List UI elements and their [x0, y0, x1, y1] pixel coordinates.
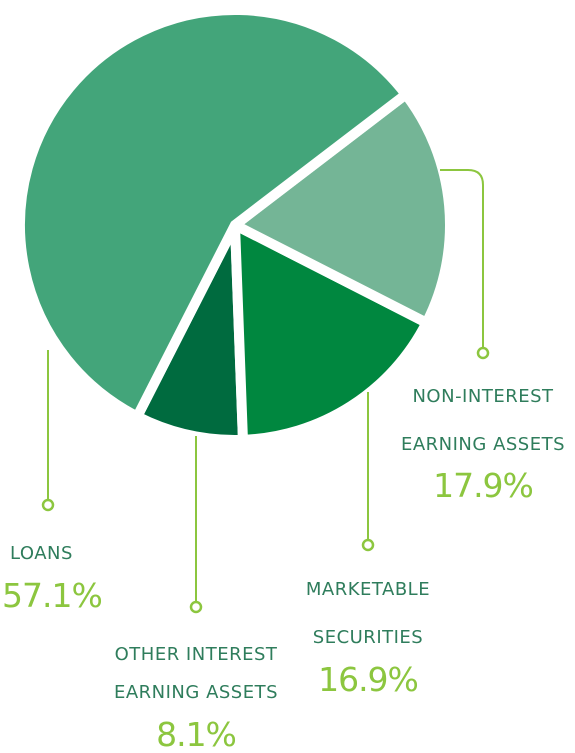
leader-dot: [189, 600, 203, 614]
leader-line: [440, 169, 484, 348]
slice-value-label: 57.1%: [2, 576, 103, 615]
leader-dot: [41, 498, 55, 512]
leader-dot: [361, 538, 375, 552]
slice-value-label: 17.9%: [433, 466, 534, 505]
slice-value-label: 8.1%: [156, 715, 237, 753]
leader-dot: [476, 346, 490, 360]
leader-dots: [41, 346, 490, 614]
pie-slice: [15, 5, 413, 424]
slice-label: OTHER INTEREST EARNING ASSETS: [113, 644, 279, 703]
pie-slice: [225, 87, 455, 330]
slice-value-label: 16.9%: [318, 660, 419, 699]
slice-label: MARKETABLE SECURITIES: [305, 579, 431, 648]
leader-lines: [47, 169, 484, 601]
slice-label: LOANS: [10, 543, 73, 564]
slice-label: NON-INTEREST EARNING ASSETS: [400, 386, 566, 455]
pie-slice: [229, 216, 434, 446]
